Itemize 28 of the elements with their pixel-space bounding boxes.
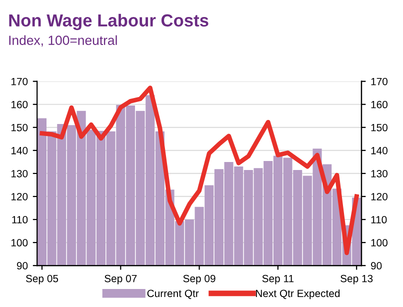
x-tick-label: Sep 09	[183, 274, 216, 284]
legend-label: Current Qtr	[147, 290, 199, 299]
y-tick-label: 100	[11, 239, 28, 246]
y-tick-label: 140	[11, 146, 28, 154]
y2-tick-label: 120	[371, 192, 388, 200]
y2-tick-label: 130	[371, 170, 388, 178]
y2-tick-label: 150	[371, 124, 388, 132]
x-tick-label: Sep 05	[26, 274, 58, 284]
y-tick-label: 170	[11, 78, 28, 86]
x-tick-label: Sep 13	[340, 274, 373, 284]
y-tick-label: 160	[11, 100, 28, 108]
y2-tick-label: 140	[371, 146, 388, 154]
y-tick-label: 90	[16, 262, 28, 270]
y2-tick-label: 100	[371, 239, 388, 246]
y-tick-label: 120	[11, 192, 28, 200]
y2-tick-label: 110	[371, 216, 387, 224]
chart-title: Non Wage Labour Costs	[9, 14, 208, 30]
chart-subtitle: Index, 100=neutral	[9, 35, 117, 47]
x-tick-label: Sep 11	[262, 274, 294, 284]
y2-tick-label: 160	[371, 100, 388, 108]
y-tick-label: 130	[11, 170, 28, 178]
y2-tick-label: 90	[371, 262, 382, 270]
x-tick-label: Sep 07	[104, 274, 137, 284]
legend-label: Next Qtr Expected	[256, 289, 340, 300]
y-tick-label: 150	[11, 124, 28, 132]
y2-tick-label: 170	[371, 78, 388, 86]
y-tick-label: 110	[12, 216, 28, 224]
line-series	[40, 86, 359, 256]
